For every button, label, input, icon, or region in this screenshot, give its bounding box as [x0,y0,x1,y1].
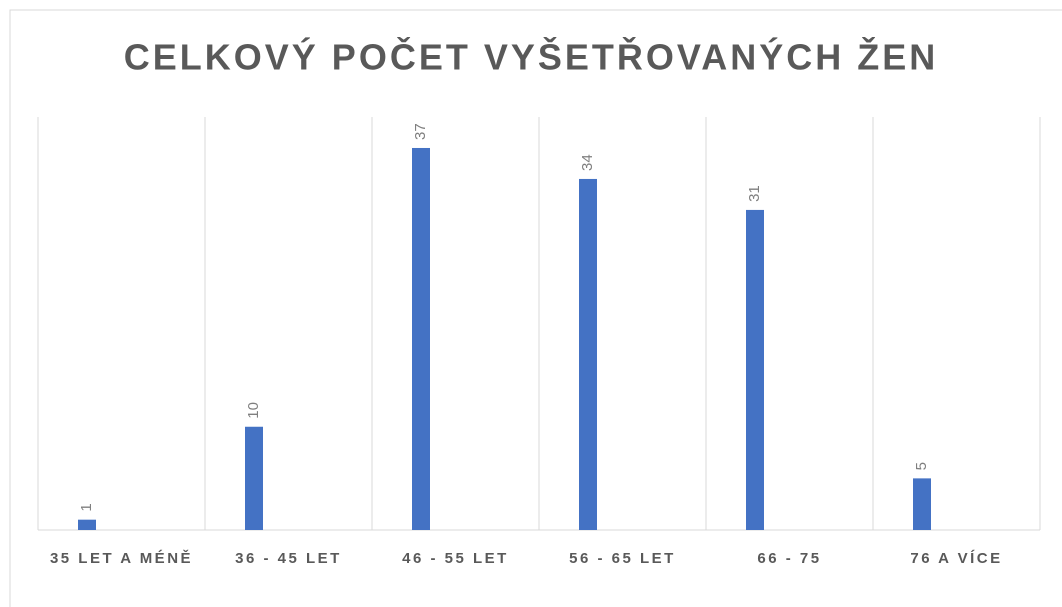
x-tick-label: 36 - 45 LET [235,550,342,567]
x-tick-label: 56 - 65 LET [569,550,676,567]
bar [913,478,931,530]
bar [245,426,263,530]
data-label: 1 [78,503,95,511]
data-label: 10 [245,402,262,419]
x-tick-label: 66 - 75 [757,550,822,567]
x-tick-label: 76 A VÍCE [910,550,1003,567]
bar [78,519,96,530]
data-label: 34 [579,154,596,171]
x-tick-label: 35 LET A MÉNĚ [49,550,194,567]
bar [579,178,597,530]
data-label: 37 [412,123,429,140]
bar [412,147,430,530]
bar [746,209,764,531]
chart-frame [9,9,1062,607]
data-label: 5 [913,462,930,470]
data-label: 31 [746,185,763,202]
chart-title: CELKOVÝ POČET VYŠETŘOVANÝCH ŽEN [124,36,938,78]
x-tick-label: 46 - 55 LET [402,550,509,567]
